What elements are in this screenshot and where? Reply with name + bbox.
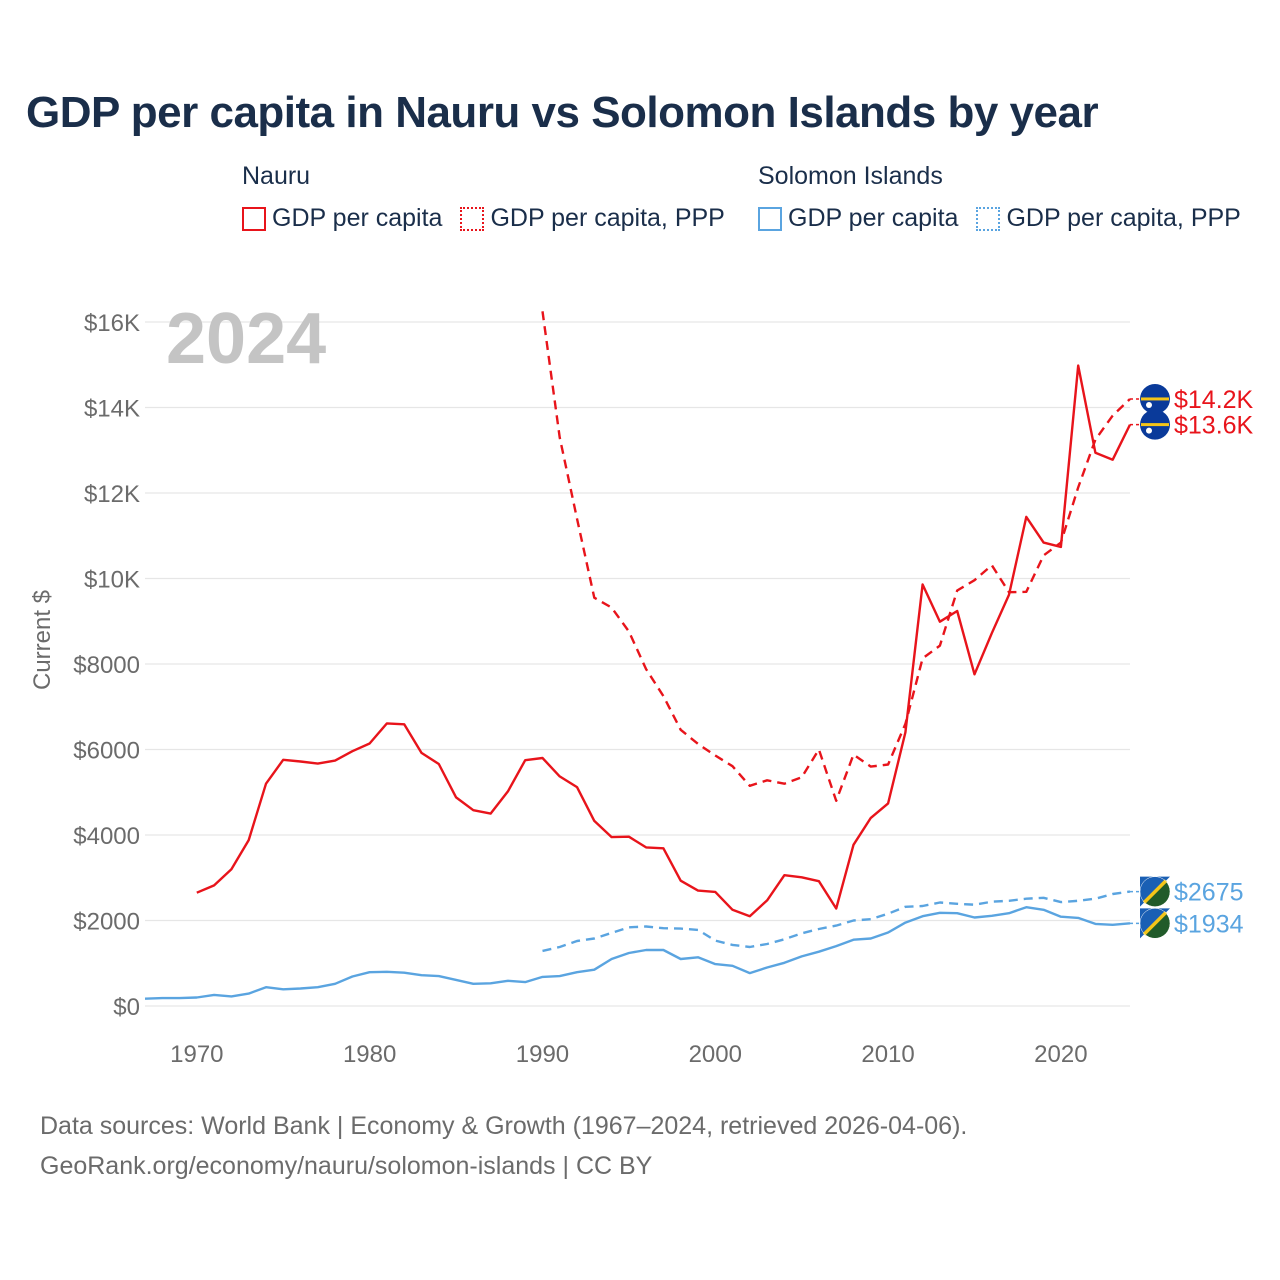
footer: Data sources: World Bank | Economy & Gro…: [40, 1106, 967, 1186]
x-tick-label: 2000: [689, 1041, 742, 1068]
end-value-label: $1934: [1174, 910, 1244, 938]
legend-label: GDP per capita, PPP: [1006, 204, 1241, 232]
end-value-label: $13.6K: [1174, 412, 1254, 440]
footer-sources: Data sources: World Bank | Economy & Gro…: [40, 1112, 968, 1140]
legend-item-nauru-ppp[interactable]: GDP per capita, PPP: [460, 204, 725, 233]
legend-group-nauru: Nauru GDP per capita GDP per capita, PPP: [242, 162, 743, 233]
nauru-flag-stripe: [1141, 397, 1169, 401]
nauru-flag-star: [1146, 401, 1152, 408]
y-tick-label: $16K: [84, 310, 140, 337]
y-tick-label: $8000: [73, 652, 140, 679]
solomon-flag-stripe: [1142, 879, 1168, 904]
legend-country-nauru: Nauru: [242, 162, 311, 190]
x-tick-label: 2010: [861, 1041, 914, 1068]
end-value-label: $2675: [1174, 879, 1244, 907]
series-line-nauru-gdp-per-capita: [196, 364, 1132, 918]
legend-item-solomon-ppp[interactable]: GDP per capita, PPP: [976, 204, 1241, 233]
legend-swatch-solid-icon: [758, 206, 782, 231]
y-tick-label: $0: [113, 994, 140, 1021]
solomon-flag-rim: [1139, 876, 1171, 907]
y-tick-label: $10K: [84, 567, 140, 594]
series-line-nauru-gdp-per-capita-ppp: [541, 311, 1131, 802]
legend-swatch-dotted-icon: [460, 206, 485, 231]
year-watermark: 2024: [166, 299, 327, 379]
x-tick-label: 1990: [516, 1041, 569, 1068]
legend-item-nauru-gdp[interactable]: GDP per capita: [242, 204, 442, 233]
nauru-flag-stripe: [1141, 423, 1169, 427]
legend-swatch-solid-icon: [242, 206, 266, 231]
legend-label: GDP per capita: [272, 204, 443, 232]
y-tick-label: $4000: [73, 823, 140, 850]
y-tick-label: $6000: [73, 738, 140, 765]
end-value-label: $14.2K: [1174, 386, 1254, 414]
legend-country-solomon-islands: Solomon Islands: [758, 162, 943, 190]
y-tick-label: $12K: [84, 481, 140, 508]
x-tick-label: 1970: [170, 1041, 223, 1068]
legend-label: GDP per capita: [788, 204, 959, 232]
footer-link[interactable]: GeoRank.org/economy/nauru/solomon-island…: [40, 1152, 653, 1180]
y-tick-label: $2000: [73, 909, 140, 936]
solomon-flag-rim: [1139, 908, 1171, 939]
chart-title: GDP per capita in Nauru vs Solomon Islan…: [26, 88, 1099, 137]
solomon-flag-stripe: [1142, 911, 1168, 936]
legend-group-solomon-islands: Solomon Islands GDP per capita GDP per c…: [758, 162, 1259, 233]
legend-swatch-dotted-icon: [976, 206, 1001, 231]
x-tick-label: 1980: [343, 1041, 396, 1068]
y-axis-label: Current $: [29, 590, 56, 690]
y-tick-label: $14K: [84, 396, 140, 423]
legend-label: GDP per capita, PPP: [490, 204, 725, 232]
legend-item-solomon-gdp[interactable]: GDP per capita: [758, 204, 958, 233]
x-tick-label: 2020: [1034, 1041, 1087, 1068]
series-line-solomon-islands-gdp-per-capita-ppp: [542, 890, 1131, 953]
nauru-flag-star: [1146, 427, 1152, 434]
series-line-solomon-islands-gdp-per-capita: [144, 906, 1131, 1000]
